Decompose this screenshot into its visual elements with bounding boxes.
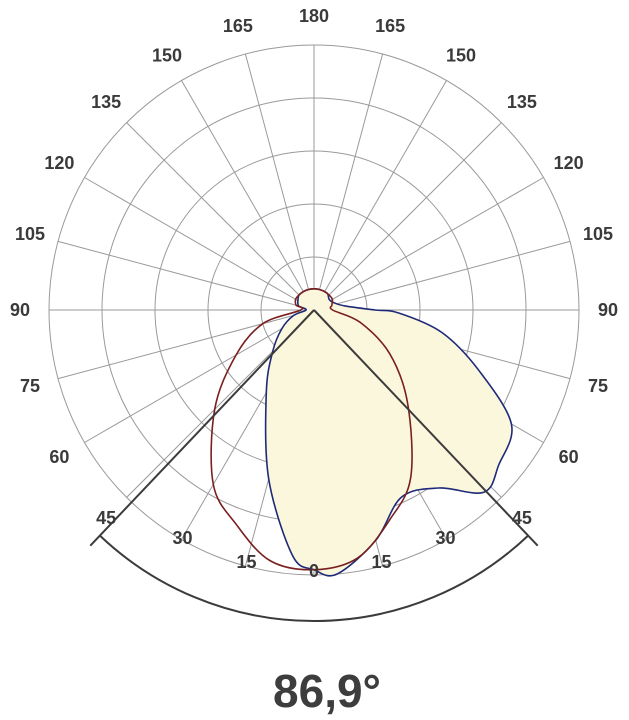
tick-label: 165: [375, 16, 405, 36]
beam-angle-marker: [89, 309, 539, 622]
tick-label: 150: [152, 45, 182, 65]
tick-label: 75: [588, 376, 608, 396]
tick-label: 45: [96, 508, 116, 528]
tick-label: 60: [559, 447, 579, 467]
tick-label: 135: [507, 92, 537, 112]
tick-label: 180: [299, 6, 329, 26]
tick-label: 15: [371, 552, 391, 572]
tick-label: 45: [512, 508, 532, 528]
beam-arc: [99, 534, 529, 622]
tick-label: 15: [236, 552, 256, 572]
tick-label: 90: [10, 300, 30, 320]
tick-label: 75: [20, 376, 40, 396]
angle-tick-labels: 0 15 15 30 30 45 45 60 60 75 75 90 90 105 105 120 120 135…: [10, 6, 618, 581]
tick-label: 0: [309, 561, 319, 581]
tick-label: 150: [446, 45, 476, 65]
tick-label: 30: [435, 528, 455, 548]
tick-label: 90: [598, 300, 618, 320]
tick-label: 105: [583, 224, 613, 244]
beam-line-left: [89, 309, 315, 547]
series-curve-1: [264, 287, 513, 577]
tick-label: 120: [554, 153, 584, 173]
beam-angle-label: 86,9°: [273, 665, 381, 717]
series-layer: [210, 287, 513, 577]
tick-label: 30: [172, 528, 192, 548]
tick-label: 120: [44, 153, 74, 173]
series-curve-2: [210, 287, 413, 571]
tick-label: 60: [49, 447, 69, 467]
beam-line-right: [313, 309, 539, 547]
tick-label: 105: [15, 224, 45, 244]
tick-label: 135: [91, 92, 121, 112]
tick-label: 165: [223, 16, 253, 36]
